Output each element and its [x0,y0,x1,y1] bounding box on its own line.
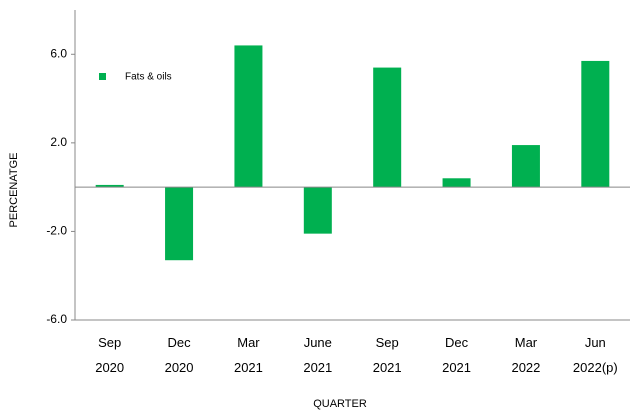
legend-label: Fats & oils [125,72,172,83]
y-axis-label: PERCENATGE [8,153,20,228]
y-tick-label: -6.0 [46,312,67,326]
bar [373,67,402,188]
bar [511,145,540,188]
x-tick-label: Mar 2021 [233,335,263,375]
x-tick-label: Sep 2021 [372,335,402,375]
bar [581,60,610,188]
x-tick-label: Jun 2022(p) [572,335,618,375]
x-tick-label: Dec 2020 [164,335,194,375]
y-tick-label: 6.0 [50,46,67,60]
legend-marker [99,73,106,80]
bar [234,45,263,188]
bar [303,187,332,234]
x-tick-label: Mar 2022 [511,335,541,375]
y-tick-label: 2.0 [50,135,67,149]
bar [165,187,194,261]
x-axis-label: QUARTER [313,398,367,410]
y-tick-label: -2.0 [46,224,67,238]
x-tick-label: Sep 2020 [95,335,125,375]
x-tick-label: Dec 2021 [442,335,472,375]
bar [442,178,471,188]
bar [95,184,124,188]
x-tick-label: June 2021 [303,335,333,375]
